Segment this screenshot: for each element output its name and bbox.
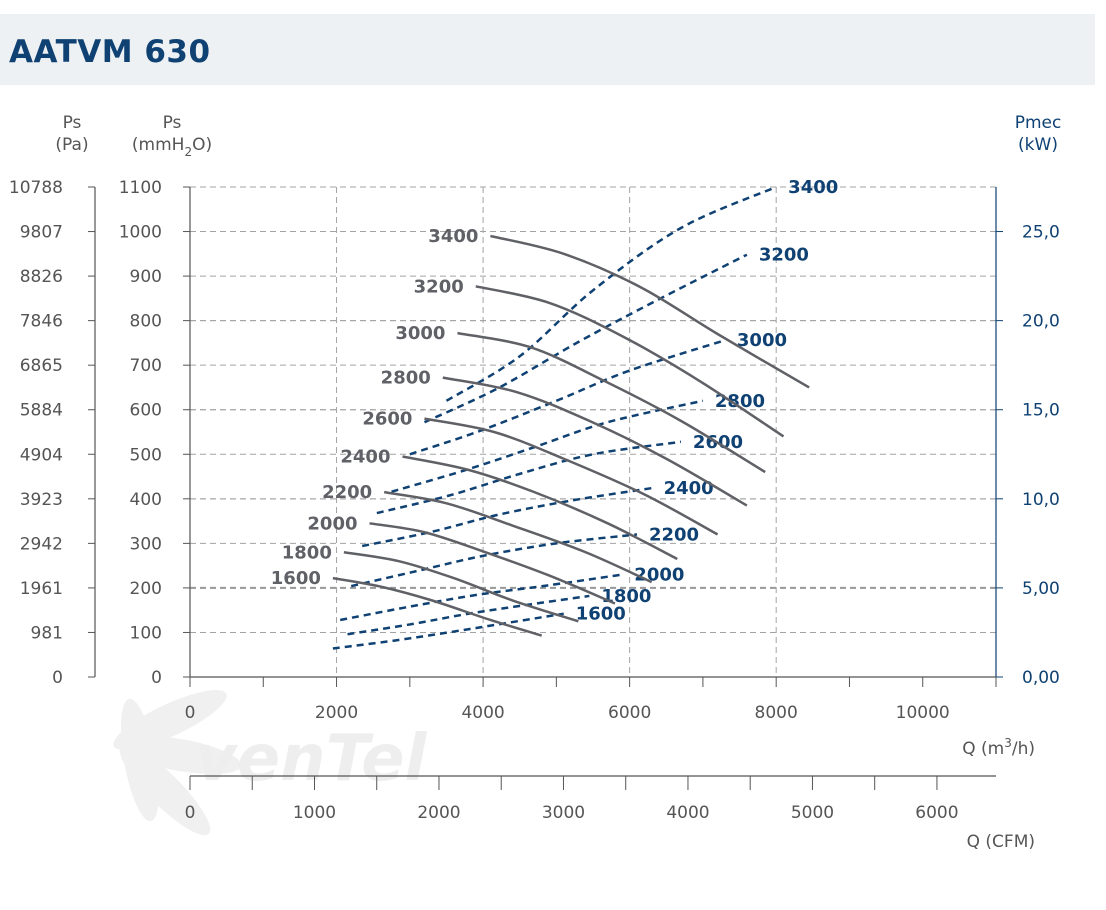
tick-label-pa: 8826 — [20, 267, 63, 287]
tick-label-mm: 0 — [151, 668, 162, 688]
tick-label-x: 6000 — [608, 703, 651, 723]
pressure-label-3400: 3400 — [428, 226, 478, 247]
power-label-2200: 2200 — [649, 524, 699, 545]
pressure-label-2000: 2000 — [307, 513, 357, 534]
axes: 1100100090080070060050040030020010001078… — [9, 178, 1060, 823]
tick-label-mm: 400 — [130, 490, 162, 510]
tick-label-mm: 100 — [130, 623, 162, 643]
tick-label-kw: 5,00 — [1022, 579, 1060, 599]
tick-label-cfm: 3000 — [542, 803, 585, 823]
x-cfm-axis-label: Q (CFM) — [967, 832, 1035, 852]
tick-label-pa: 0 — [52, 668, 63, 688]
chart-title: AATVM 630 — [9, 34, 211, 70]
tick-label-mm: 1100 — [119, 178, 162, 198]
chart-header: AATVM 630 — [0, 14, 1095, 85]
power-curve-3000 — [409, 339, 726, 456]
x-m3h-axis-label: Q (m3/h) — [962, 736, 1035, 759]
tick-label-cfm: 4000 — [666, 803, 709, 823]
tick-label-mm: 500 — [130, 445, 162, 465]
tick-label-cfm: 5000 — [791, 803, 834, 823]
watermark: venTel — [113, 690, 428, 836]
right-axis-label: Pmec — [1015, 113, 1062, 133]
left-pa-axis-unit: (Pa) — [55, 135, 88, 155]
tick-label-x: 2000 — [315, 703, 358, 723]
power-curve-3400 — [445, 185, 777, 402]
tick-label-kw: 10,0 — [1022, 490, 1060, 510]
tick-label-mm: 300 — [130, 534, 162, 554]
power-label-2800: 2800 — [715, 391, 765, 412]
tick-label-cfm: 0 — [185, 803, 196, 823]
pressure-label-3200: 3200 — [414, 276, 464, 297]
tick-label-kw: 25,0 — [1022, 223, 1060, 243]
tick-label-pa: 10788 — [9, 178, 63, 198]
pressure-curve-3000 — [457, 331, 766, 474]
pressure-curve-2600 — [424, 417, 719, 536]
tick-label-pa: 1961 — [20, 579, 63, 599]
tick-label-kw: 20,0 — [1022, 312, 1060, 332]
tick-label-pa: 9807 — [20, 223, 63, 243]
tick-label-cfm: 2000 — [417, 803, 460, 823]
pressure-curve-2000 — [369, 522, 616, 605]
left-pa-axis-label: Ps — [63, 113, 82, 133]
power-curve-1600 — [332, 612, 564, 650]
power-label-1600: 1600 — [576, 604, 626, 625]
tick-label-mm: 800 — [130, 312, 162, 332]
tick-label-x: 0 — [185, 703, 196, 723]
tick-label-pa: 7846 — [20, 312, 63, 332]
pressure-curve-1800 — [343, 551, 579, 623]
power-label-3400: 3400 — [788, 177, 838, 198]
pressure-curve-3400 — [490, 234, 810, 389]
power-curve-2400 — [361, 486, 652, 548]
power-curve-3200 — [423, 253, 748, 424]
pressure-label-2200: 2200 — [322, 482, 372, 503]
pressure-label-1600: 1600 — [271, 568, 321, 589]
pressure-curve-2200 — [383, 490, 653, 584]
pressure-label-2600: 2600 — [362, 409, 412, 430]
pressure-label-2800: 2800 — [381, 368, 431, 389]
left-mmh2o-axis-label: Ps — [163, 113, 182, 133]
power-label-2000: 2000 — [634, 565, 684, 586]
tick-label-mm: 700 — [130, 356, 162, 376]
pressure-curve-1600 — [332, 576, 543, 637]
tick-label-kw: 15,0 — [1022, 401, 1060, 421]
pressure-label-2400: 2400 — [340, 447, 390, 468]
pressure-curve-3200 — [475, 285, 785, 438]
watermark-brand: venTel — [195, 722, 428, 796]
tick-label-x: 8000 — [755, 703, 798, 723]
tick-label-mm: 1000 — [119, 223, 162, 243]
pressure-label-1800: 1800 — [282, 542, 332, 563]
tick-label-pa: 981 — [31, 623, 63, 643]
tick-label-pa: 2942 — [20, 534, 63, 554]
tick-label-mm: 600 — [130, 401, 162, 421]
power-curve-2600 — [376, 440, 682, 515]
tick-label-pa: 5884 — [20, 401, 63, 421]
power-curve-2200 — [350, 533, 638, 588]
tick-label-cfm: 6000 — [915, 803, 958, 823]
tick-label-pa: 3923 — [20, 490, 63, 510]
pressure-curve-2400 — [402, 455, 678, 561]
tick-label-mm: 900 — [130, 267, 162, 287]
power-label-3200: 3200 — [759, 245, 809, 266]
power-curve-2000 — [339, 573, 623, 622]
power-label-1800: 1800 — [601, 586, 651, 607]
tick-label-mm: 200 — [130, 579, 162, 599]
tick-label-x: 10000 — [896, 703, 950, 723]
tick-label-x: 4000 — [461, 703, 504, 723]
tick-label-pa: 6865 — [20, 356, 63, 376]
pressure-label-3000: 3000 — [395, 323, 445, 344]
tick-label-cfm: 1000 — [293, 803, 336, 823]
right-axis-unit: (kW) — [1018, 135, 1058, 155]
tick-label-kw: 0,00 — [1022, 668, 1060, 688]
power-label-3000: 3000 — [737, 330, 787, 351]
power-label-2400: 2400 — [664, 478, 714, 499]
pressure-curve-2800 — [442, 376, 748, 507]
tick-label-pa: 4904 — [20, 445, 63, 465]
fan-logo-icon — [113, 690, 242, 836]
left-mmh2o-axis-unit: (mmH2O) — [132, 135, 212, 159]
